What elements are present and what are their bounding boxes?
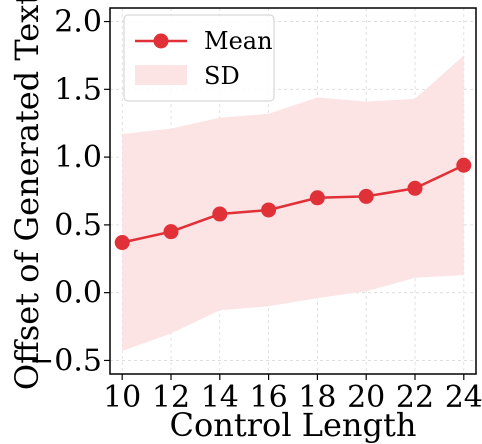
mean-point [358, 188, 374, 204]
y-tick-label: 2.0 [54, 5, 102, 40]
x-tick-label: 10 [103, 380, 141, 415]
x-tick-label: 24 [445, 380, 482, 415]
legend-sd-label: SD [204, 62, 240, 90]
y-tick-label: −0.5 [29, 343, 102, 378]
x-axis-label: Control Length [170, 406, 417, 444]
x-tick-label: 12 [152, 380, 190, 415]
mean-point [163, 224, 179, 240]
x-axis-ticks: 10 12 14 16 18 20 22 24 [103, 374, 482, 415]
mean-line [121, 164, 465, 244]
y-tick-label: 0.5 [54, 208, 102, 243]
y-axis-label: Offset of Generated Text [8, 0, 46, 390]
legend-mean-marker [153, 33, 169, 49]
mean-point [407, 180, 423, 196]
mean-series [114, 157, 472, 251]
y-tick-label: 1.0 [54, 140, 102, 175]
y-axis-ticks: −0.5 0.0 0.5 1.0 1.5 2.0 [29, 5, 110, 378]
x-tick-label: 14 [201, 380, 239, 415]
legend: Mean SD [123, 14, 275, 102]
plot-frame [109, 7, 477, 375]
x-tick-label: 20 [347, 380, 385, 415]
mean-point [261, 202, 277, 218]
mean-point [212, 206, 228, 222]
x-tick-label: 18 [298, 380, 336, 415]
x-tick-label: 16 [250, 380, 288, 415]
mean-point [309, 190, 325, 206]
legend-mean-label: Mean [204, 27, 273, 55]
y-tick-label: 1.5 [54, 72, 102, 107]
y-tick-label: 0.0 [54, 276, 102, 311]
mean-point [456, 157, 472, 173]
x-tick-label: 22 [396, 380, 434, 415]
mean-point [114, 235, 130, 251]
legend-sd-swatch [135, 65, 187, 85]
